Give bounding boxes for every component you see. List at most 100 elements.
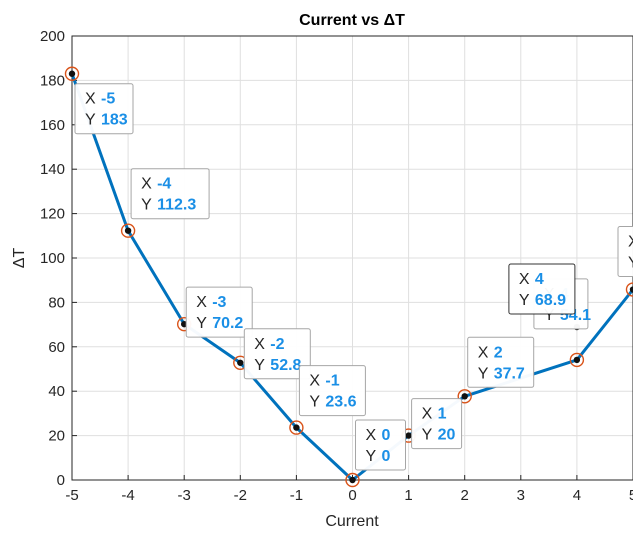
data-marker-dot[interactable] xyxy=(124,227,132,234)
datatip-y-label: Y xyxy=(141,197,152,214)
datatip[interactable]: X -3 Y 70.2 xyxy=(185,286,253,338)
datatip-x-label: X xyxy=(628,234,633,251)
y-tick-label: 120 xyxy=(40,206,65,223)
data-marker-dot[interactable] xyxy=(68,70,76,77)
y-tick-label: 80 xyxy=(48,294,65,311)
datatip-y-label: Y xyxy=(478,365,489,382)
y-axis: 0 20 40 60 80 100 120 140 160 180 200 xyxy=(40,28,77,489)
datatip-x-value: -1 xyxy=(325,373,339,390)
datatip[interactable]: X -4 Y 112.3 xyxy=(130,168,210,220)
datatip-y-value: 183 xyxy=(101,112,128,129)
datatip-y-value: 68.9 xyxy=(535,292,566,309)
datatip-box xyxy=(298,365,366,417)
datatip-x-label: X xyxy=(366,427,377,444)
datatip-y-label: Y xyxy=(628,255,633,272)
y-tick-label: 60 xyxy=(48,339,65,356)
datatip-y-value: 112.3 xyxy=(157,197,196,214)
datatip-y-value: 23.6 xyxy=(325,394,356,411)
y-tick-label: 180 xyxy=(40,72,65,89)
y-tick-label: 200 xyxy=(40,28,65,45)
datatip-y-value: 37.7 xyxy=(494,365,525,382)
datatip-x-value: -4 xyxy=(157,176,171,193)
data-marker-ring[interactable] xyxy=(289,420,304,435)
datatip-y-label: Y xyxy=(544,307,555,324)
datatip-y-label: Y xyxy=(85,112,96,129)
datatip-x-label: X xyxy=(422,406,433,423)
x-tick-label: 0 xyxy=(348,487,356,504)
data-marker-ring[interactable] xyxy=(457,389,472,404)
datatip[interactable]: X -1 Y 23.6 xyxy=(298,365,366,417)
x-tick-label: 1 xyxy=(404,487,412,504)
datatip[interactable]: X -2 Y 52.8 xyxy=(243,328,311,380)
x-tick-label: -4 xyxy=(121,487,134,504)
datatip-x-label: X xyxy=(141,176,152,193)
datatip-x-value: 1 xyxy=(438,406,447,423)
datatip-x-value: -2 xyxy=(270,336,284,353)
x-tick-label: -5 xyxy=(65,487,78,504)
datatip-x-label: X xyxy=(309,373,320,390)
datatip[interactable]: X 0Y 0 xyxy=(355,419,406,471)
data-marker-dot[interactable] xyxy=(237,359,244,366)
datatip-box xyxy=(185,286,253,338)
datatip[interactable]: X 4Y 68.9 xyxy=(508,263,576,315)
y-tick-label: 100 xyxy=(40,250,65,267)
datatip-box xyxy=(508,263,576,315)
datatip-x-label: X xyxy=(85,91,96,108)
datatip-box xyxy=(411,398,463,450)
datatip-x-value: -3 xyxy=(212,294,226,311)
datatip-x-value: 4 xyxy=(535,271,544,288)
x-tick-label: -1 xyxy=(290,487,303,504)
datatip-x-value: 2 xyxy=(494,344,503,361)
data-marker-dot[interactable] xyxy=(573,356,581,364)
data-marker-dot[interactable] xyxy=(293,424,300,431)
datatip-y-value: 52.8 xyxy=(270,357,301,374)
datatip[interactable]: X 2Y 37.7 xyxy=(467,336,535,388)
data-marker-dot[interactable] xyxy=(405,432,412,439)
datatip-y-label: Y xyxy=(309,394,320,411)
datatip-box xyxy=(467,336,535,388)
datatip-x-label: X xyxy=(196,294,207,311)
datatip-box xyxy=(130,168,210,220)
datatip[interactable]: X -5 Y 183 xyxy=(74,83,134,135)
datatip-box xyxy=(74,83,134,135)
y-tick-label: 20 xyxy=(48,428,65,445)
datatip-y-value: 20 xyxy=(438,427,456,444)
x-tick-label: 4 xyxy=(573,487,581,504)
y-tick-label: 140 xyxy=(40,161,65,178)
datatip-y-value: 70.2 xyxy=(212,315,243,332)
datatip-group: X -5 Y 183 X -4 Y 112.3 X -3 Y 70.2 X -2 Y 52.8 X -1 Y 23.6… xyxy=(74,83,633,471)
x-tick-label: -3 xyxy=(178,487,191,504)
datatip-box xyxy=(617,226,633,278)
datatip-box xyxy=(355,419,406,471)
y-tick-label: 40 xyxy=(48,383,65,400)
y-tick-label: 0 xyxy=(57,472,65,489)
datatip-x-value: -5 xyxy=(101,91,115,108)
datatip-y-label: Y xyxy=(519,292,530,309)
datatip-box xyxy=(243,328,311,380)
datatip-x-label: X xyxy=(519,271,530,288)
datatip-y-label: Y xyxy=(196,315,207,332)
data-marker-dot[interactable] xyxy=(349,476,356,484)
data-marker-dot[interactable] xyxy=(629,286,633,293)
y-tick-label: 160 xyxy=(40,117,65,134)
x-axis-label: Current xyxy=(325,513,379,530)
data-marker-ring[interactable] xyxy=(64,66,80,81)
data-marker-ring[interactable] xyxy=(120,223,136,238)
datatip[interactable]: X5Y85.8 xyxy=(617,226,633,278)
x-axis: -5 -4 -3 -2 -1 0 1 2 3 4 5 xyxy=(65,475,633,504)
data-marker-ring[interactable] xyxy=(625,282,633,297)
datatip-x-value: 0 xyxy=(382,427,391,444)
datatip-y-label: Y xyxy=(254,357,265,374)
y-axis-label: ΔT xyxy=(11,248,28,269)
x-tick-label: 5 xyxy=(629,487,633,504)
datatip[interactable]: X 1Y 20 xyxy=(411,398,463,450)
data-marker-ring[interactable] xyxy=(345,472,360,488)
data-marker-ring[interactable] xyxy=(569,352,585,368)
datatip-y-label: Y xyxy=(366,448,377,465)
x-tick-label: 3 xyxy=(517,487,525,504)
chart-title: Current vs ΔT xyxy=(299,12,405,29)
datatip-x-label: X xyxy=(254,336,265,353)
data-marker-dot[interactable] xyxy=(461,393,468,400)
datatip-y-value: 0 xyxy=(382,448,391,465)
